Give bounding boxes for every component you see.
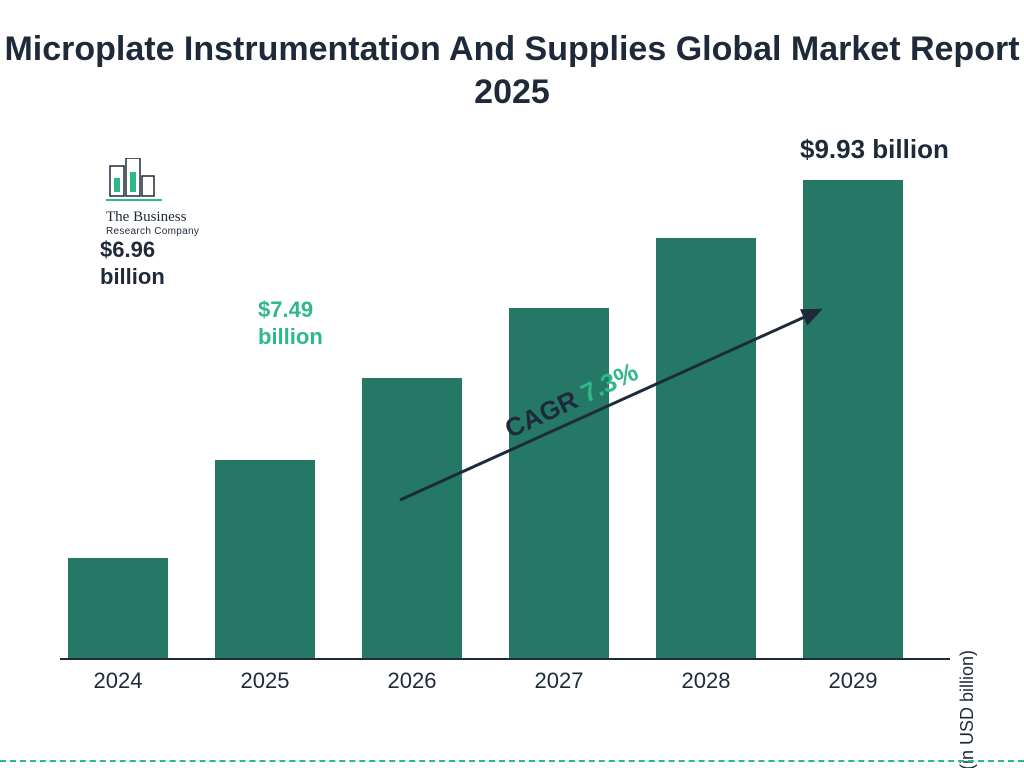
bar-2027 xyxy=(509,308,609,658)
bar-2024 xyxy=(68,558,168,658)
value-label-1: $7.49billion xyxy=(258,297,398,350)
x-tick: 2025 xyxy=(215,668,315,694)
bar-rect xyxy=(68,558,168,658)
bar-rect xyxy=(215,460,315,658)
bar-rect xyxy=(803,180,903,658)
bars-container xyxy=(60,158,950,658)
x-tick: 2026 xyxy=(362,668,462,694)
bar-rect xyxy=(656,238,756,658)
y-axis-label: Market Size (in USD billion) xyxy=(957,650,978,768)
bar-2025 xyxy=(215,460,315,658)
bottom-dashed-divider xyxy=(0,760,1024,762)
page-title: Microplate Instrumentation And Supplies … xyxy=(0,28,1024,113)
bar-chart: Market Size (in USD billion) CAGR 7.3% 2… xyxy=(60,140,960,700)
bar-2028 xyxy=(656,238,756,658)
x-axis xyxy=(60,658,950,660)
x-tick: 2028 xyxy=(656,668,756,694)
x-tick: 2029 xyxy=(803,668,903,694)
bar-rect xyxy=(362,378,462,658)
bar-2026 xyxy=(362,378,462,658)
x-tick: 2024 xyxy=(68,668,168,694)
value-label-2: $9.93 billion xyxy=(800,134,1000,165)
x-tick: 2027 xyxy=(509,668,609,694)
value-label-0: $6.96billion xyxy=(100,237,240,290)
bar-2029 xyxy=(803,180,903,658)
bar-rect xyxy=(509,308,609,658)
